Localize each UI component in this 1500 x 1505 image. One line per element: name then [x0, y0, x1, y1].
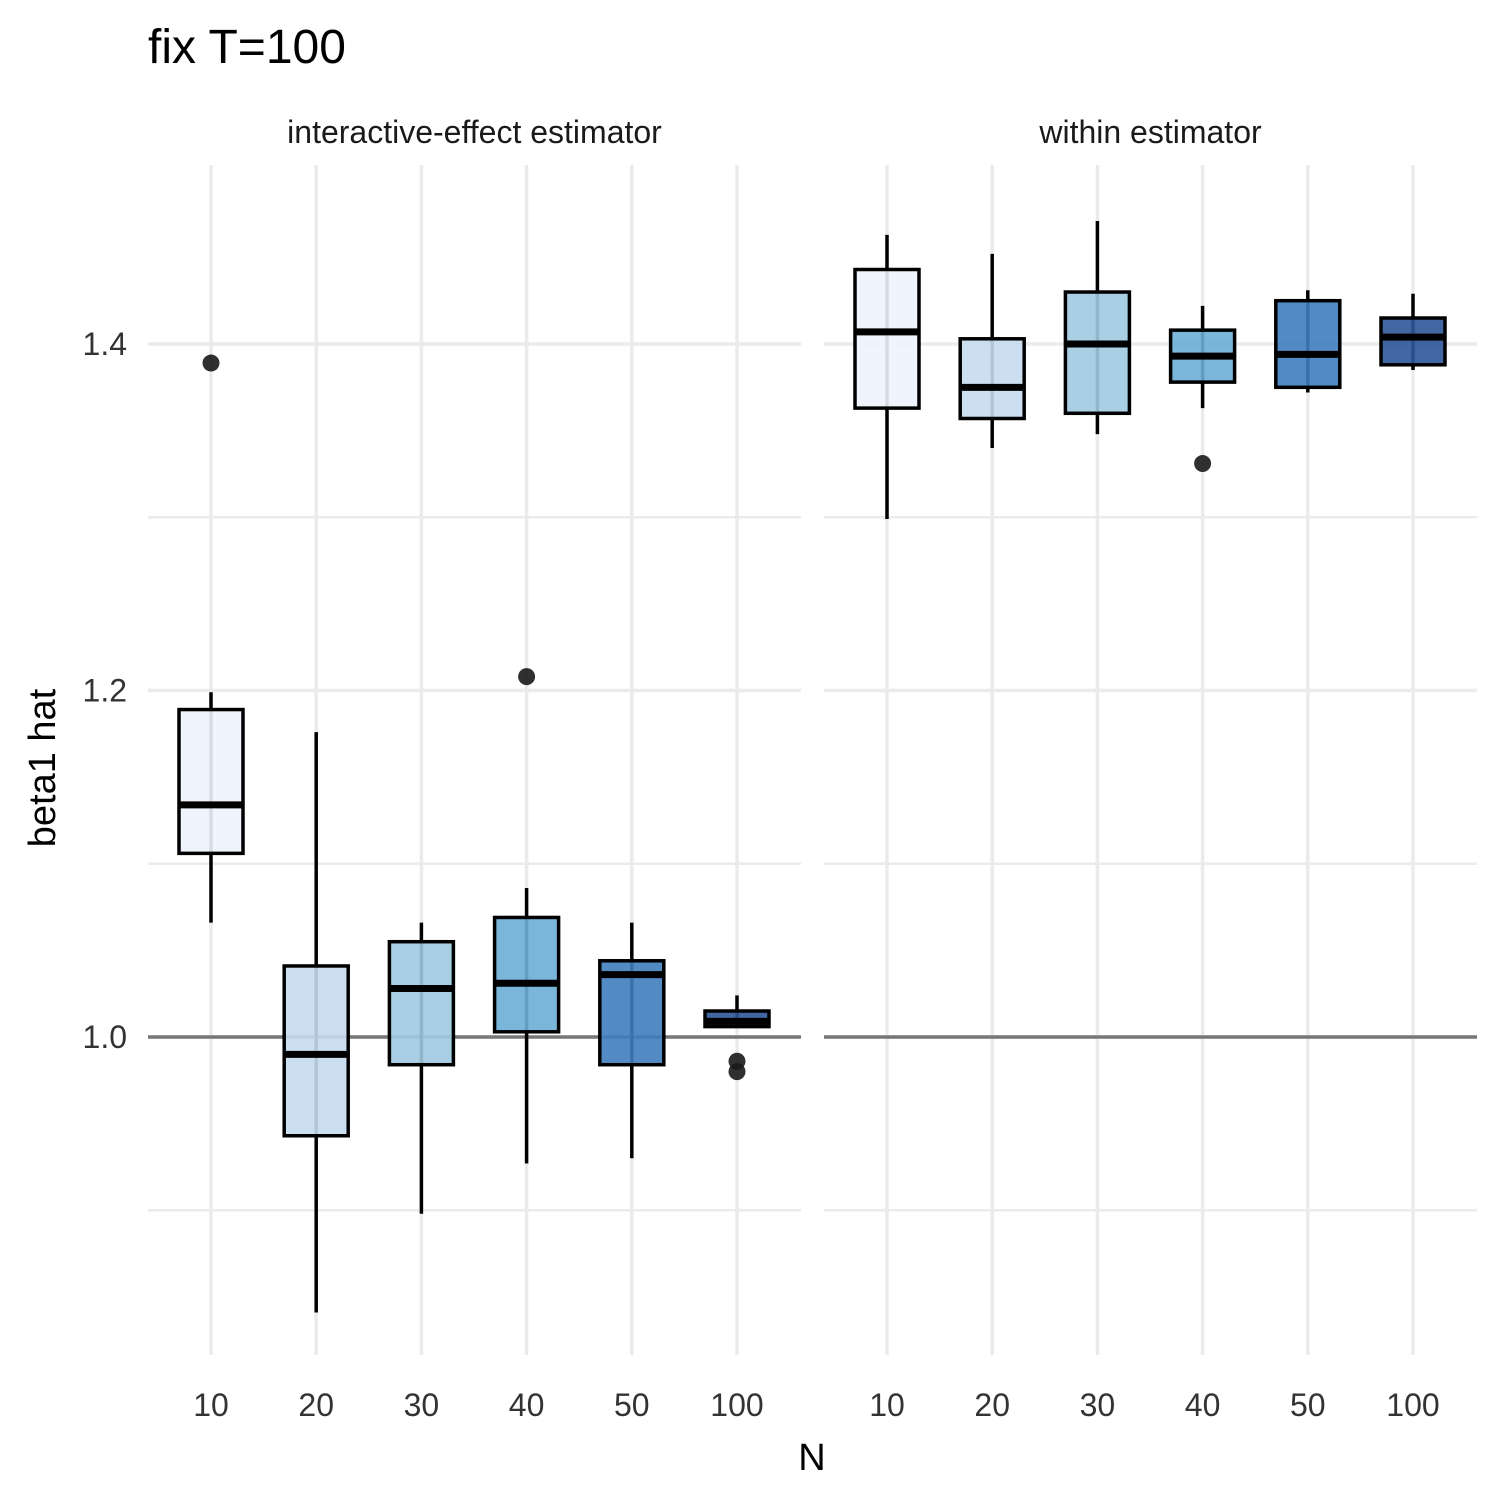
box [958, 337, 1026, 421]
box-group-10 [177, 354, 245, 923]
box-group-40 [492, 668, 561, 1164]
outlier-point [728, 1063, 746, 1081]
box [1379, 316, 1447, 367]
x-tick-label: 100 [710, 1387, 763, 1423]
box-group-20 [282, 732, 350, 1313]
outlier-point [518, 668, 536, 686]
y-tick-label: 1.2 [83, 673, 127, 709]
box-group-30 [387, 922, 456, 1214]
box [853, 267, 921, 410]
panel-2: within estimator 10 20 30 40 50 100 [824, 114, 1477, 1423]
x-tick-label: 100 [1386, 1387, 1439, 1423]
x-tick-label: 20 [298, 1387, 334, 1423]
box [492, 915, 561, 1034]
box-group-10 [853, 234, 921, 519]
box-group-40 [1168, 305, 1237, 473]
outlier-point [202, 354, 220, 372]
panel-title: interactive-effect estimator [287, 114, 662, 150]
box-group-20 [958, 253, 1026, 448]
box-group-50 [598, 922, 666, 1159]
x-tick-label: 20 [974, 1387, 1010, 1423]
x-tick-label: 50 [614, 1387, 650, 1423]
box [387, 939, 456, 1067]
box [1274, 298, 1342, 390]
box-group-50 [1274, 290, 1342, 393]
box-group-30 [1063, 220, 1132, 435]
plot-layer: interactive-effect estimator 10 20 30 40 50 10… [83, 114, 1477, 1423]
x-tick-label: 10 [869, 1387, 905, 1423]
panel-title: within estimator [1038, 114, 1262, 150]
outlier-point [1194, 455, 1212, 473]
box [177, 707, 245, 856]
x-tick-label: 30 [404, 1387, 440, 1423]
box-group-100 [1379, 293, 1447, 370]
x-tick-label: 40 [509, 1387, 545, 1423]
y-axis-label: beta1 hat [22, 688, 64, 847]
chart-title: fix T=100 [148, 21, 346, 74]
box-group-100 [703, 995, 771, 1081]
x-axis-label: N [798, 1437, 825, 1479]
x-tick-label: 10 [193, 1387, 229, 1423]
x-tick-label: 40 [1185, 1387, 1221, 1423]
y-tick-label: 1.4 [83, 326, 127, 362]
panel-1: interactive-effect estimator 10 20 30 40 50 10… [148, 114, 801, 1423]
y-tick-label: 1.0 [83, 1019, 127, 1055]
box [1063, 290, 1132, 416]
x-tick-label: 50 [1290, 1387, 1326, 1423]
x-tick-label: 30 [1080, 1387, 1116, 1423]
